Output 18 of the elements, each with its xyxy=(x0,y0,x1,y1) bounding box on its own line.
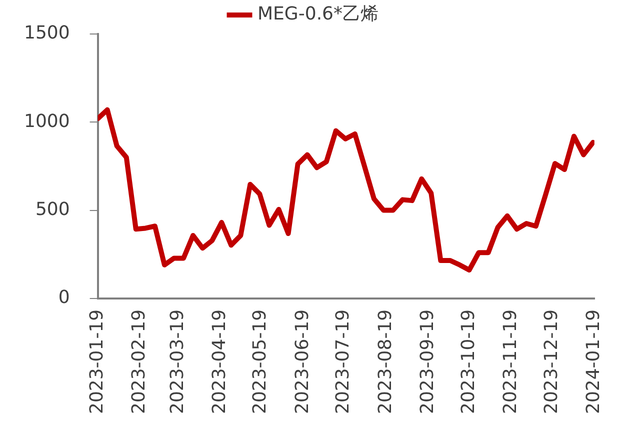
x-tick-label: 2023-12-19 xyxy=(540,309,562,414)
x-tick-label: 2023-04-19 xyxy=(208,309,230,414)
x-tick-label: 2023-03-19 xyxy=(166,309,188,414)
x-tick-label: 2023-02-19 xyxy=(128,309,150,414)
x-tick-label: 2023-11-19 xyxy=(500,309,522,414)
x-tick-label: 2023-08-19 xyxy=(374,309,396,414)
x-tick-label: 2024-01-19 xyxy=(583,309,604,414)
y-tick-label: 500 xyxy=(35,198,70,220)
x-tick-label: 2023-06-19 xyxy=(292,309,313,414)
y-tick-label: 1500 xyxy=(24,22,70,44)
x-tick-label: 2023-05-19 xyxy=(250,309,271,414)
x-tick-label: 2023-01-19 xyxy=(86,309,108,414)
legend-label: MEG-0.6*乙烯 xyxy=(258,4,378,25)
x-tick-label: 2023-09-19 xyxy=(417,309,438,414)
y-tick-label: 1000 xyxy=(24,110,70,132)
y-tick-label: 0 xyxy=(58,287,70,308)
x-tick-label: 2023-07-19 xyxy=(332,309,354,414)
x-tick-label: 2023-10-19 xyxy=(458,309,479,414)
